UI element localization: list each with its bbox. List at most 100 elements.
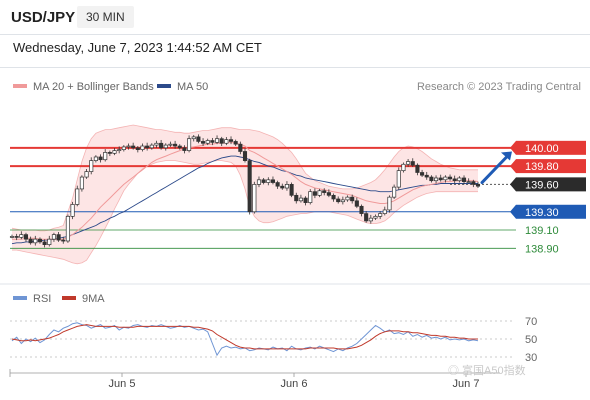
- level-label-139-60: 139.60: [525, 179, 559, 191]
- candle-body: [382, 209, 387, 214]
- candle-body: [424, 174, 429, 178]
- candle-body: [275, 182, 280, 187]
- candle-body: [266, 179, 271, 183]
- candle-body: [228, 139, 234, 142]
- candle-body: [284, 184, 289, 189]
- source-credit: Research © 2023 Trading Central: [417, 81, 581, 93]
- candle-body: [14, 236, 19, 238]
- candle-body: [112, 150, 117, 154]
- legend-label-bollinger: MA 20 + Bollinger Bands: [33, 81, 154, 93]
- candle-body: [415, 164, 420, 173]
- candle-body: [392, 186, 397, 198]
- candle-body: [135, 147, 140, 151]
- candle-body: [9, 236, 15, 238]
- candle-body: [364, 213, 369, 222]
- candle-body: [140, 145, 145, 151]
- level-box-pointer: [510, 204, 516, 219]
- timeframe-button[interactable]: 30 MIN: [77, 6, 134, 28]
- legend-swatch-ma50: [157, 84, 171, 88]
- candle-body: [47, 238, 52, 245]
- legend-label-rsi: RSI: [33, 293, 51, 305]
- header-bar: USD/JPY 30 MIN: [0, 0, 590, 34]
- candle-body: [359, 205, 364, 214]
- rsi-tick-50: 50: [525, 334, 537, 346]
- header-divider: [0, 34, 590, 35]
- candles: [9, 134, 481, 248]
- level-box-pointer: [510, 177, 516, 192]
- x-tick-jun-6: Jun 6: [281, 378, 308, 390]
- candle-body: [126, 145, 131, 148]
- candle-body: [354, 200, 359, 207]
- candle-body: [37, 238, 43, 243]
- candle-body: [238, 143, 243, 152]
- candle-body: [173, 143, 178, 147]
- candle-body: [75, 188, 80, 205]
- level-box-139-30: [516, 204, 586, 219]
- candle-body: [23, 234, 29, 240]
- level-label-139-10: 139.10: [525, 225, 559, 237]
- candle-body: [336, 198, 341, 203]
- bollinger-upper-line: [11, 124, 478, 232]
- level-label-138-90: 138.90: [525, 243, 559, 255]
- candle-body: [378, 213, 383, 217]
- candle-body: [191, 136, 196, 140]
- candle-body: [434, 177, 439, 182]
- candle-body: [28, 238, 33, 244]
- candle-body: [261, 179, 266, 183]
- candle-body: [117, 149, 122, 152]
- legend-label-9ma: 9MA: [82, 293, 105, 305]
- candle-body: [308, 191, 313, 203]
- rsi-tick-70: 70: [525, 316, 537, 328]
- candle-body: [61, 239, 66, 242]
- candle-body: [429, 176, 434, 182]
- ma20-line: [12, 141, 479, 240]
- candle-body: [233, 141, 238, 145]
- candle-body: [303, 197, 308, 203]
- candle-body: [443, 176, 448, 181]
- candle-body: [475, 184, 481, 187]
- candle-body: [187, 138, 192, 151]
- candle-body: [289, 184, 294, 196]
- watermark: ◎ 富国A50指数: [448, 365, 526, 377]
- candle-body: [401, 163, 406, 172]
- legend-swatch-rsi: [13, 296, 27, 300]
- candle-body: [93, 156, 98, 161]
- candle-body: [242, 151, 248, 161]
- candle-body: [270, 179, 276, 183]
- candle-body: [70, 204, 75, 217]
- level-box-140-00: [516, 140, 586, 155]
- candle-body: [340, 199, 345, 203]
- candle-body: [182, 147, 187, 151]
- rsi-9ma-line: [11, 324, 478, 350]
- candle-body: [317, 190, 322, 196]
- bollinger-band-area: [12, 125, 478, 264]
- candle-body: [452, 178, 457, 182]
- level-box-139-60: [516, 177, 586, 192]
- candle-body: [159, 142, 164, 149]
- currency-pair-title: USD/JPY: [11, 9, 76, 26]
- candle-body: [33, 238, 38, 244]
- candle-body: [280, 185, 285, 189]
- candle-body: [406, 161, 411, 165]
- level-box-pointer: [510, 159, 516, 174]
- candle-body: [298, 197, 303, 202]
- candle-body: [89, 160, 94, 172]
- candle-body: [368, 217, 373, 222]
- x-tick-jun-7: Jun 7: [453, 378, 480, 390]
- candle-body: [107, 152, 112, 154]
- candle-body: [65, 215, 70, 242]
- legend-swatch-9ma: [62, 296, 76, 300]
- candle-body: [256, 179, 262, 185]
- rsi-tick-30: 30: [525, 352, 537, 364]
- candle-body: [252, 184, 257, 213]
- candle-body: [131, 145, 136, 149]
- candle-body: [447, 176, 453, 180]
- bollinger-lower-line: [12, 160, 478, 265]
- candle-body: [201, 141, 206, 144]
- candle-body: [177, 145, 182, 149]
- candle-body: [84, 171, 89, 178]
- candle-body: [19, 234, 24, 238]
- candle-body: [420, 172, 425, 176]
- candle-body: [373, 215, 378, 219]
